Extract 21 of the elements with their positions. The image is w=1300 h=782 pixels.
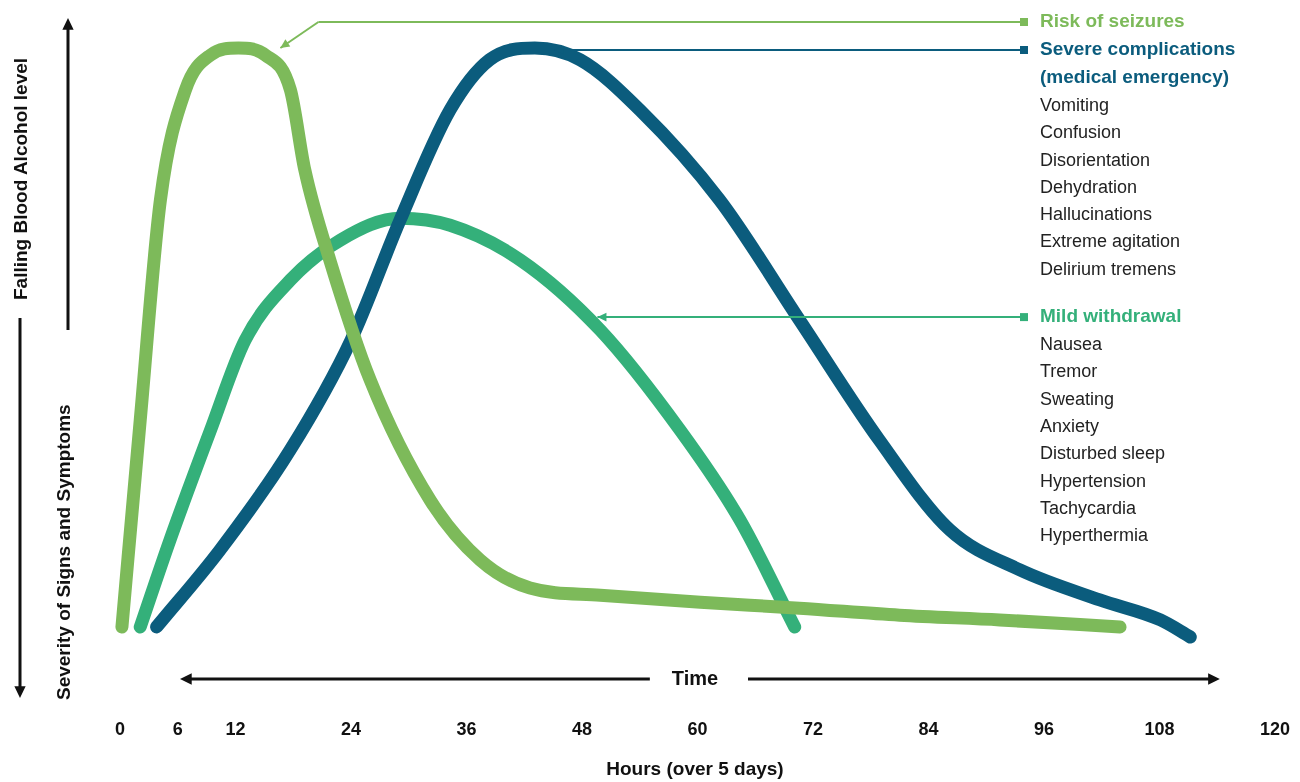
text: Falling Blood Alcohol level [10, 57, 32, 300]
x-tick-label: 0 [114, 718, 126, 739]
legend-label: Mild withdrawal [1040, 305, 1182, 327]
y-axis-title: Severity of Signs and Symptoms [53, 404, 75, 700]
x-tick-label: 6 [172, 718, 183, 739]
x-tick-label: 108 [1144, 718, 1175, 739]
legend-label: Risk of seizures [1040, 10, 1185, 32]
x-tick-label: 48 [571, 718, 593, 739]
annotation: Vomiting Confusion Disorientation Dehydration Hallucinations Extreme agitation Delirium tremens [1040, 94, 1181, 279]
x-tick-label: 120 [1259, 718, 1291, 739]
x-axis-title: Hours (over 5 days) [606, 758, 784, 780]
x-tick-label: 96 [1033, 718, 1055, 739]
annotation: Nausea Tremor Sweating Anxiety Disturbed sleep Hypertension Tachycardia Hyperthermia [1040, 334, 1166, 546]
x-tick-label: 60 [687, 718, 708, 739]
legend-label: Severe complications (medical emergency) [1040, 38, 1236, 88]
text: Time [671, 666, 719, 689]
x-tick-label: 72 [802, 718, 824, 739]
x-tick-label: 84 [918, 718, 939, 739]
x-tick-label: 24 [340, 718, 362, 739]
x-tick-label: 36 [456, 718, 477, 739]
x-tick-label: 12 [225, 718, 246, 739]
